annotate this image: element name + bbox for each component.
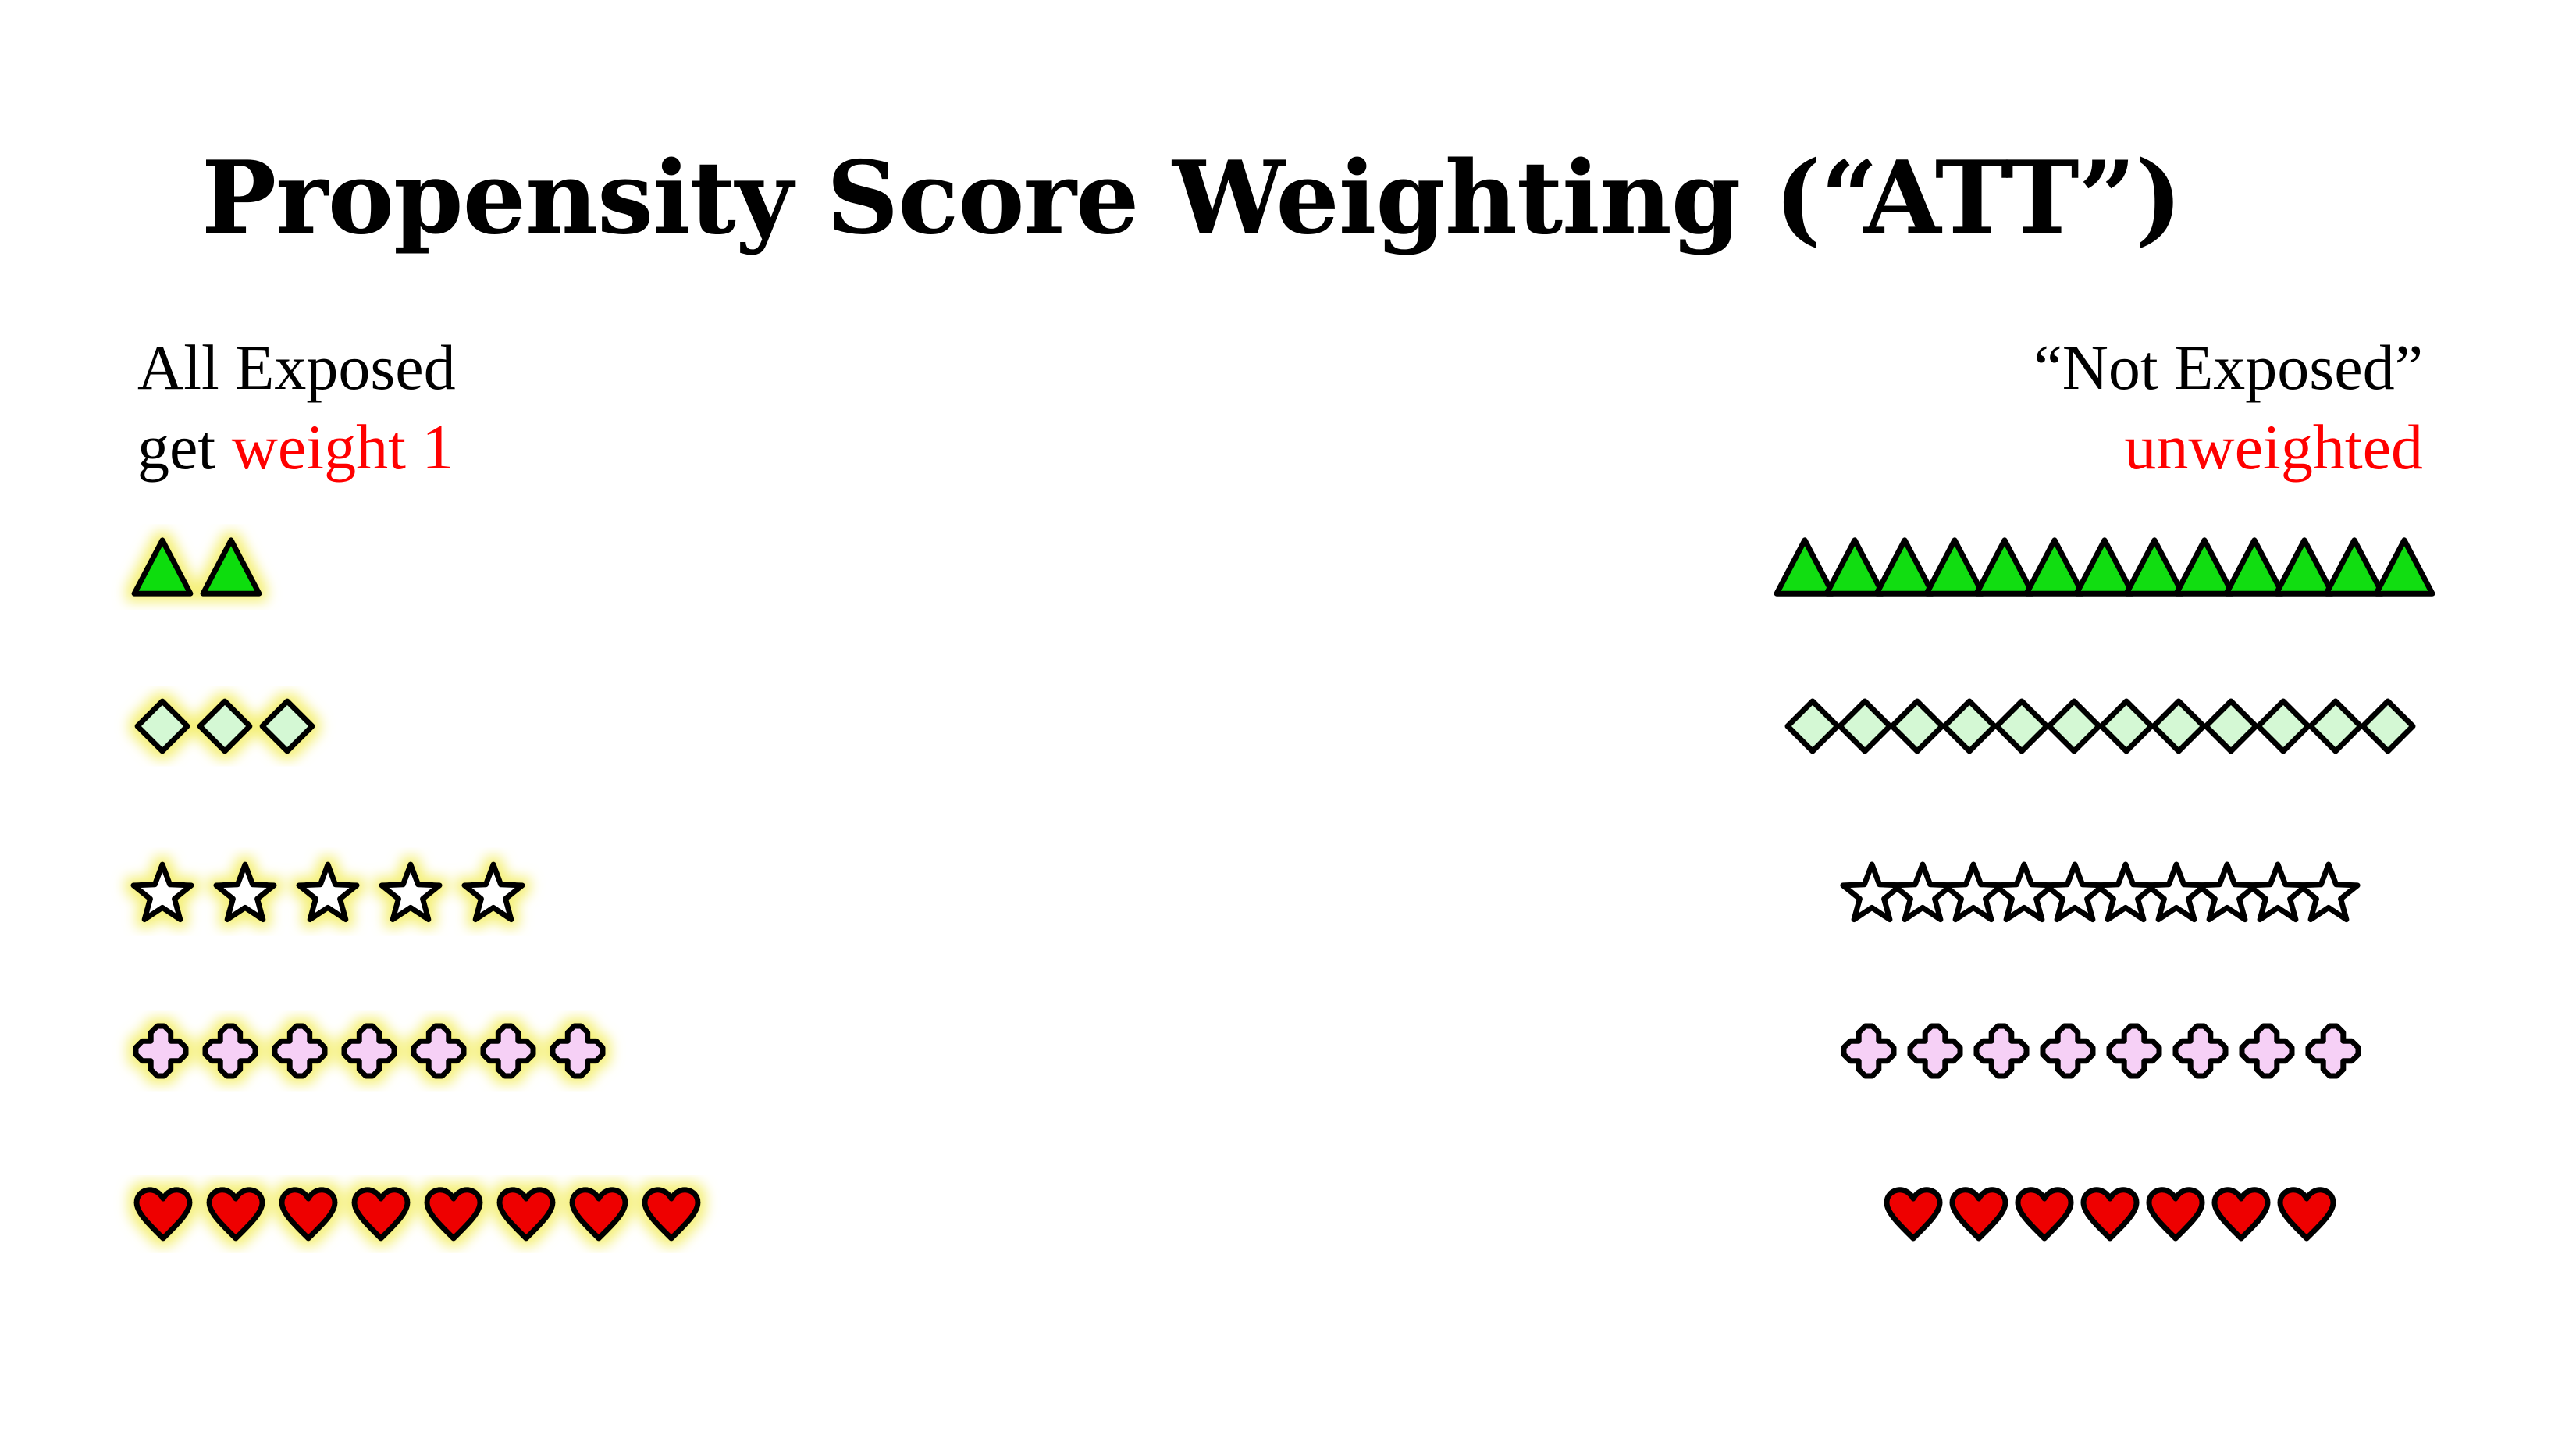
triangle-icon bbox=[1823, 537, 1886, 597]
not-exposed-row bbox=[1840, 861, 2361, 923]
diamond-icon bbox=[1889, 698, 1945, 754]
cross-icon bbox=[480, 1023, 536, 1079]
diamond-icon bbox=[2098, 698, 2154, 754]
triangle-icon bbox=[2073, 537, 2136, 597]
exposed-group-label: All Exposed get weight 1 bbox=[137, 328, 456, 487]
not-exposed-row bbox=[1884, 1187, 2336, 1242]
star-icon bbox=[130, 861, 194, 923]
exposed-row bbox=[130, 861, 525, 923]
triangle-icon bbox=[2173, 537, 2236, 597]
heart-icon bbox=[1949, 1187, 2008, 1242]
diamond-icon bbox=[2307, 698, 2364, 754]
star-icon bbox=[213, 861, 277, 923]
not-exposed-shapes bbox=[1774, 537, 2435, 1242]
heart-icon bbox=[2146, 1187, 2205, 1242]
star-icon bbox=[2043, 861, 2107, 923]
diamond-icon bbox=[1837, 698, 1893, 754]
diamond-icon bbox=[2255, 698, 2311, 754]
star-icon bbox=[1992, 861, 2056, 923]
exposed-label-line2: get weight 1 bbox=[137, 408, 456, 487]
cross-icon bbox=[2305, 1023, 2361, 1079]
heart-icon bbox=[2277, 1187, 2336, 1242]
star-icon bbox=[1941, 861, 2005, 923]
not-exposed-row bbox=[1841, 1023, 2361, 1079]
diamond-icon bbox=[2360, 698, 2416, 754]
diamond-icon bbox=[2203, 698, 2259, 754]
cross-icon bbox=[1973, 1023, 2030, 1079]
heart-icon bbox=[2080, 1187, 2140, 1242]
cross-icon bbox=[550, 1023, 606, 1079]
heart-icon bbox=[279, 1187, 338, 1242]
cross-icon bbox=[2040, 1023, 2096, 1079]
triangle-icon bbox=[131, 537, 194, 597]
star-icon bbox=[2297, 861, 2361, 923]
weight-one-highlight: weight 1 bbox=[231, 411, 454, 483]
cross-icon bbox=[202, 1023, 258, 1079]
star-icon bbox=[1891, 861, 1955, 923]
cross-icon bbox=[411, 1023, 467, 1079]
triangle-icon bbox=[2373, 537, 2435, 597]
exposed-row bbox=[133, 1023, 606, 1079]
star-icon bbox=[2246, 861, 2310, 923]
star-icon bbox=[2195, 861, 2259, 923]
triangle-icon bbox=[1873, 537, 1936, 597]
star-icon bbox=[1840, 861, 1904, 923]
triangle-icon bbox=[2323, 537, 2386, 597]
diamond-icon bbox=[259, 698, 315, 754]
cross-icon bbox=[2239, 1023, 2295, 1079]
cross-icon bbox=[133, 1023, 189, 1079]
heart-icon bbox=[133, 1187, 193, 1242]
heart-icon bbox=[569, 1187, 628, 1242]
star-icon bbox=[2094, 861, 2158, 923]
exposed-row bbox=[134, 698, 315, 754]
cross-icon bbox=[1841, 1023, 1897, 1079]
heart-icon bbox=[642, 1187, 701, 1242]
diamond-icon bbox=[2046, 698, 2102, 754]
exposed-label-line1: All Exposed bbox=[137, 332, 456, 403]
diamond-icon bbox=[134, 698, 190, 754]
heart-icon bbox=[351, 1187, 411, 1242]
not-exposed-label-line1: “Not Exposed” bbox=[2033, 332, 2423, 403]
heart-icon bbox=[496, 1187, 556, 1242]
diamond-icon bbox=[197, 698, 253, 754]
slide-title: Propensity Score Weighting (“ATT”) bbox=[201, 140, 2183, 257]
unweighted-highlight: unweighted bbox=[2124, 411, 2423, 483]
triangle-icon bbox=[2223, 537, 2286, 597]
not-exposed-row bbox=[1774, 537, 2435, 597]
star-icon bbox=[296, 861, 360, 923]
triangle-icon bbox=[2273, 537, 2336, 597]
triangle-icon bbox=[1973, 537, 2036, 597]
exposed-shapes bbox=[130, 537, 701, 1242]
exposed-row bbox=[133, 1187, 701, 1242]
diamond-icon bbox=[2151, 698, 2207, 754]
cross-icon bbox=[272, 1023, 328, 1079]
heart-icon bbox=[1884, 1187, 1943, 1242]
star-icon bbox=[2144, 861, 2208, 923]
star-icon bbox=[461, 861, 525, 923]
cross-icon bbox=[2106, 1023, 2162, 1079]
triangle-icon bbox=[2123, 537, 2186, 597]
triangle-icon bbox=[1923, 537, 1986, 597]
diamond-icon bbox=[1784, 698, 1841, 754]
not-exposed-row bbox=[1784, 698, 2416, 754]
triangle-icon bbox=[2023, 537, 2086, 597]
diamond-icon bbox=[1941, 698, 1998, 754]
cross-icon bbox=[341, 1023, 397, 1079]
heart-icon bbox=[2015, 1187, 2074, 1242]
exposed-label-prefix: get bbox=[137, 411, 232, 483]
not-exposed-group-label: “Not Exposed” unweighted bbox=[2033, 328, 2423, 487]
heart-icon bbox=[2211, 1187, 2271, 1242]
triangle-icon bbox=[200, 537, 262, 597]
heart-icon bbox=[424, 1187, 483, 1242]
star-icon bbox=[379, 861, 443, 923]
cross-icon bbox=[1907, 1023, 1963, 1079]
triangle-icon bbox=[1774, 537, 1836, 597]
heart-icon bbox=[206, 1187, 265, 1242]
cross-icon bbox=[2172, 1023, 2229, 1079]
diamond-icon bbox=[1994, 698, 2050, 754]
exposed-row bbox=[131, 537, 262, 597]
